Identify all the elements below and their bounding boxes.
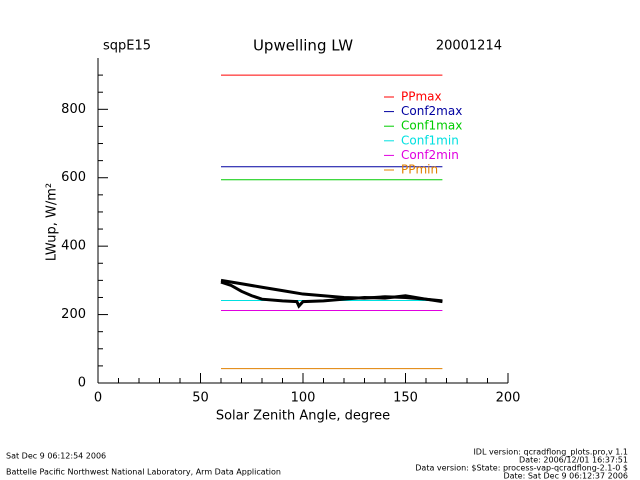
- footer-data-date: Date: Sat Dec 9 06:12:37 2006: [503, 472, 628, 480]
- y-tick-label: 400: [61, 239, 86, 254]
- legend-label: Conf2min: [401, 148, 459, 162]
- y-axis-label: LWup, W/m²: [45, 183, 60, 261]
- observation-line: [220, 280, 443, 309]
- legend-label: PPmin: [401, 163, 438, 177]
- y-tick-label: 800: [61, 102, 86, 117]
- y-tick-label: 0: [78, 376, 86, 391]
- y-tick-label: 600: [61, 170, 86, 185]
- footer-lab: Battelle Pacific Northwest National Labo…: [6, 468, 281, 477]
- x-tick-label: 100: [291, 391, 316, 406]
- footer-run-date: Sat Dec 9 06:12:54 2006: [6, 452, 106, 461]
- site-label: sqpE15: [103, 39, 151, 54]
- legend-label: PPmax: [401, 90, 442, 104]
- x-tick-label: 0: [94, 391, 102, 406]
- x-tick-label: 200: [496, 391, 521, 406]
- y-tick-label: 200: [61, 307, 86, 322]
- legend-label: Conf2max: [401, 104, 462, 118]
- legend-label: Conf1min: [401, 133, 459, 147]
- x-axis-label: Solar Zenith Angle, degree: [216, 409, 390, 424]
- legend-label: Conf1max: [401, 119, 462, 133]
- chart-title: Upwelling LW: [253, 37, 353, 55]
- x-tick-label: 50: [192, 391, 209, 406]
- footer-idl-version: IDL version: qcradflong_plots.pro,v 1.1: [473, 448, 628, 457]
- date-label: 20001214: [436, 39, 502, 54]
- footer-data-version: Data version: $State: process-vap-qcradf…: [415, 464, 628, 473]
- x-tick-label: 150: [393, 391, 418, 406]
- footer-idl-date: Date: 2006/12/01 16:37:51: [519, 456, 628, 465]
